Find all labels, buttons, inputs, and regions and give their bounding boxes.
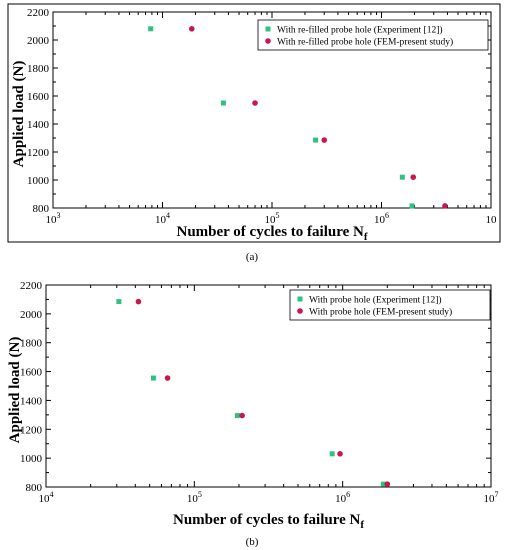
legend-marker-square xyxy=(297,296,303,302)
y-tick-label: 2200 xyxy=(27,7,50,19)
y-tick-label: 800 xyxy=(26,482,43,494)
legend-label: With re-filled probe hole (Experiment [1… xyxy=(277,25,443,36)
y-tick-label: 2000 xyxy=(27,35,50,47)
data-point-circle xyxy=(164,375,171,381)
data-point-square xyxy=(220,100,226,106)
data-point-circle xyxy=(252,100,258,106)
y-tick-label: 1600 xyxy=(20,367,43,379)
x-tick-label: 104 xyxy=(39,490,54,505)
data-point-square xyxy=(329,451,335,457)
y-axis-label: Applied load (N) xyxy=(11,61,27,168)
y-tick-label: 1800 xyxy=(27,63,50,75)
data-point-circle xyxy=(337,451,343,457)
y-tick-label: 1200 xyxy=(27,147,50,159)
y-tick-label: 1000 xyxy=(27,175,50,187)
legend-box xyxy=(289,289,491,321)
y-tick-label: 1600 xyxy=(27,91,50,103)
caption-a: (a) xyxy=(245,251,259,263)
x-axis-label: Number of cycles to failure Nf xyxy=(177,224,368,243)
data-point-circle xyxy=(135,298,142,305)
y-tick-label: 1200 xyxy=(20,424,43,436)
x-tick-label: 10 xyxy=(486,214,498,226)
y-tick-label: 2000 xyxy=(20,309,43,321)
y-tick-label: 2200 xyxy=(20,280,43,292)
data-point-circle xyxy=(442,203,448,209)
data-point-square xyxy=(148,26,154,32)
data-point-circle xyxy=(384,481,391,487)
legend-label: With probe hole (FEM-present study) xyxy=(309,307,452,318)
chart-b: 800 1000 1200 1400 1600 1800 2000 2200 104 105 106… xyxy=(7,280,499,531)
x-axis-label: Number of cycles to failure Nf xyxy=(173,512,364,531)
x-tick-label: 105 xyxy=(187,490,202,505)
legend-box xyxy=(257,19,489,51)
y-tick-label: 1000 xyxy=(20,453,43,465)
data-point-square xyxy=(409,203,415,209)
legend-marker-circle xyxy=(297,308,303,314)
legend-label: With re-filled probe hole (FEM-present s… xyxy=(277,37,453,48)
data-point-square xyxy=(150,375,156,381)
caption-b: (b) xyxy=(245,536,259,548)
x-tick-label: 106 xyxy=(335,490,350,505)
x-tick-label: 103 xyxy=(46,211,61,226)
legend-marker-square xyxy=(265,26,271,32)
chart-a: 800 1000 1200 1400 1600 1800 2000 2200 103 104 105… xyxy=(7,3,501,243)
data-point-circle xyxy=(321,137,328,143)
y-tick-label: 1400 xyxy=(20,395,43,407)
x-tick-label: 105 xyxy=(265,211,280,226)
data-point-square xyxy=(116,299,122,305)
figure-frame xyxy=(7,3,501,243)
y-tick-label: 1800 xyxy=(20,338,43,350)
x-tick-label: 107 xyxy=(484,490,499,505)
data-point-circle xyxy=(239,412,245,419)
legend-marker-circle xyxy=(265,38,271,44)
data-point-circle xyxy=(410,174,417,180)
data-point-square xyxy=(234,413,240,419)
data-point-square xyxy=(313,137,319,143)
x-tick-label: 104 xyxy=(155,211,170,226)
y-tick-label: 800 xyxy=(33,203,50,215)
x-tick-label: 106 xyxy=(374,211,389,226)
legend-label: With probe hole (Experiment [12]) xyxy=(309,295,442,306)
data-point-square xyxy=(380,481,386,487)
y-tick-label: 1400 xyxy=(27,119,50,131)
y-axis-label: Applied load (N) xyxy=(7,337,23,444)
data-point-circle xyxy=(188,26,195,32)
data-point-square xyxy=(399,174,405,180)
